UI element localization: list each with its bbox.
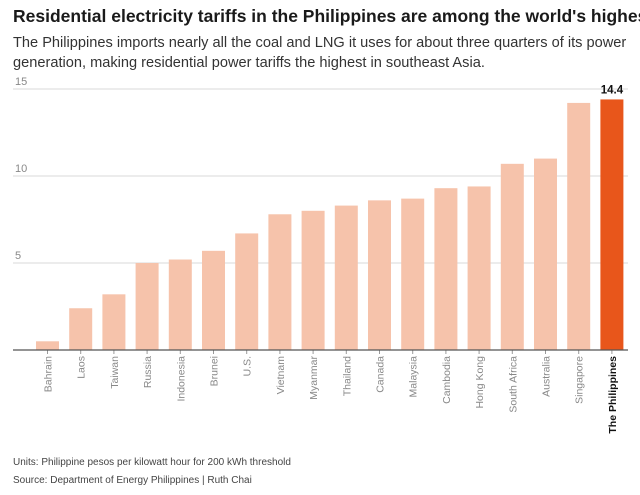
bar-indonesia	[168, 259, 192, 350]
x-tick-label: Hong Kong	[474, 356, 486, 409]
x-tick-label: Vietnam	[275, 356, 287, 395]
bar-australia	[534, 158, 557, 350]
bar-singapore	[567, 102, 591, 350]
x-tick-label: Laos	[76, 356, 88, 379]
bar-hong-kong	[467, 186, 491, 350]
x-tick-label: Taiwan	[109, 356, 121, 389]
x-tick-label: Australia	[541, 356, 553, 397]
x-tick-label: Malaysia	[408, 356, 420, 398]
bar-south-africa	[500, 163, 524, 350]
x-tick-label: Myanmar	[308, 356, 320, 400]
y-tick-label: 15	[15, 76, 27, 88]
bar-cambodia	[434, 188, 458, 350]
x-tick-label: U.S.	[242, 356, 254, 376]
bar-bahrain	[36, 341, 59, 350]
units-note: Units: Philippine pesos per kilowatt hou…	[13, 457, 291, 468]
x-tick-label: Indonesia	[175, 356, 187, 402]
x-tick-label: The Philippines	[607, 356, 619, 434]
x-tick-label: Thailand	[341, 356, 353, 396]
x-tick-label: Brunei	[209, 356, 221, 386]
bar-russia	[135, 263, 159, 350]
x-tick-label: South Africa	[507, 356, 519, 413]
source-note: Source: Department of Energy Philippines…	[13, 475, 252, 486]
bar-laos	[69, 308, 93, 350]
bar-myanmar	[301, 210, 325, 350]
bar-vietnam	[268, 214, 292, 350]
y-tick-label: 5	[15, 250, 21, 262]
bar-canada	[368, 200, 391, 350]
bar-thailand	[334, 205, 358, 350]
x-tick-label: Cambodia	[441, 356, 453, 404]
value-label: 14.4	[601, 84, 624, 96]
bar-brunei	[202, 250, 225, 350]
x-tick-label: Singapore	[574, 356, 586, 404]
x-tick-label: Russia	[142, 356, 154, 388]
bar-u-s-	[235, 233, 259, 350]
x-tick-label: Canada	[375, 356, 387, 393]
bar-taiwan	[102, 294, 126, 350]
chart-title: Residential electricity tariffs in the P…	[13, 6, 640, 26]
y-tick-label: 10	[15, 163, 27, 175]
bar-the-philippines	[600, 99, 624, 350]
bar-malaysia	[401, 198, 425, 350]
x-tick-label: Bahrain	[43, 356, 55, 392]
chart-subtitle: The Philippines imports nearly all the c…	[13, 35, 627, 71]
